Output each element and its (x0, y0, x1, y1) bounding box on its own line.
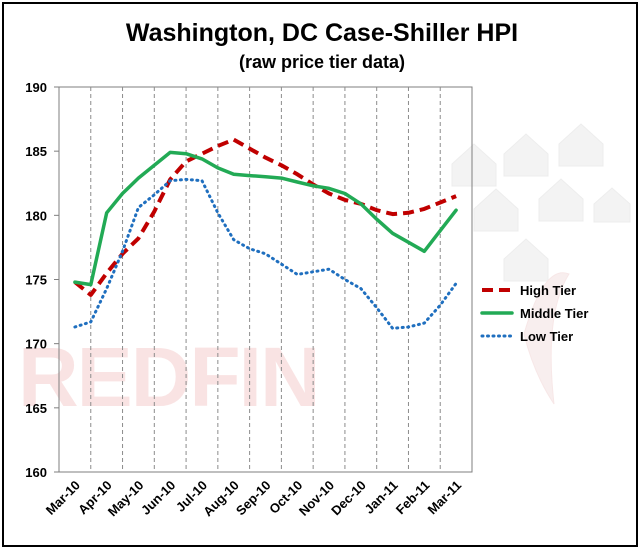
chart-title: Washington, DC Case-Shiller HPI (126, 19, 518, 47)
x-tick-label: Dec-10 (328, 478, 369, 519)
x-tick-label: Jun-10 (138, 478, 178, 518)
legend: High Tier Middle Tier Low Tier (480, 283, 588, 344)
x-tick-label: Nov-10 (296, 478, 337, 519)
x-tick-label: May-10 (105, 478, 147, 520)
y-tick-label: 175 (25, 273, 47, 288)
series-line-middle-tier (73, 150, 458, 287)
series-group (73, 137, 458, 330)
chart-canvas: REDFIN Washington, DC Case-Shiller HPI (… (18, 19, 631, 520)
redfin-watermark: REDFIN (18, 123, 631, 424)
plot-area (58, 86, 473, 473)
legend-label: Middle Tier (520, 306, 588, 321)
watermark-houses-icon (451, 123, 631, 405)
y-tick-label: 185 (25, 144, 47, 159)
y-tick-label: 165 (25, 401, 47, 416)
y-axis: 160 165 170 175 180 185 190 (25, 80, 59, 480)
y-tick-label: 160 (25, 465, 47, 480)
chart-subtitle: (raw price tier data) (239, 52, 405, 72)
legend-label: High Tier (520, 283, 576, 298)
series-line-high-tier (73, 137, 457, 297)
y-tick-label: 180 (25, 208, 47, 223)
watermark-text: REDFIN (18, 330, 319, 424)
y-tick-label: 190 (25, 80, 47, 95)
x-tick-label: Mar-10 (43, 478, 83, 518)
x-tick-label: Sep-10 (233, 478, 274, 519)
x-axis: Mar-10Apr-10May-10Jun-10Jul-10Aug-10Sep-… (43, 478, 464, 520)
series-line-low-tier (73, 177, 458, 330)
x-tick-label: Jan-11 (361, 478, 400, 517)
x-tick-label: Mar-11 (424, 478, 464, 518)
x-tick-label: Aug-10 (200, 478, 242, 520)
y-tick-label: 170 (25, 337, 47, 352)
legend-label: Low Tier (520, 329, 573, 344)
x-tick-label: Feb-11 (393, 478, 433, 518)
